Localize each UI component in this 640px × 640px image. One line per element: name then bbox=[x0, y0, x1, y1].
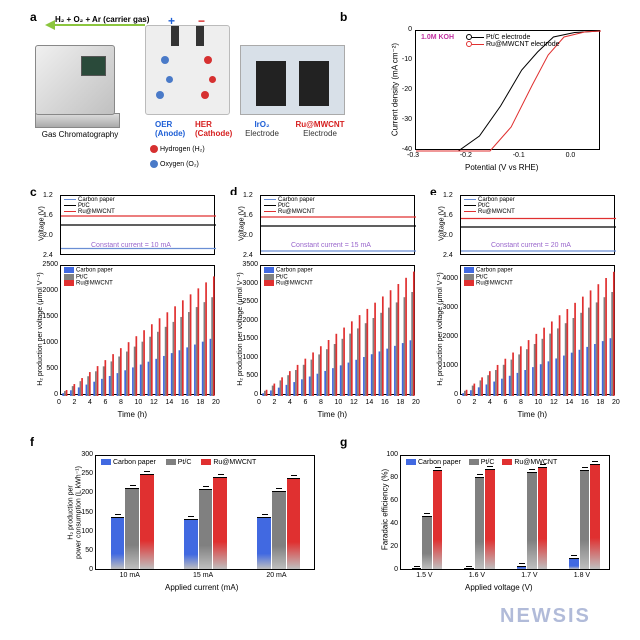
electrolysis-cell-icon: + − bbox=[145, 25, 230, 115]
gas-chromatograph-icon: Gas Chromatography bbox=[35, 45, 125, 145]
condition-label: 1.0M KOH bbox=[421, 34, 454, 41]
xlabel-f: Applied current (mA) bbox=[165, 583, 238, 592]
panel-a-schematic: H₂ + O₂ + Ar (carrier gas) Gas Chromatog… bbox=[35, 15, 335, 180]
panel-d-chart: Carbon paper Pt/C Ru@MWCNT Constant curr… bbox=[260, 195, 445, 425]
photo-inset bbox=[240, 45, 345, 115]
h2-legend: Hydrogen (H₂) bbox=[150, 145, 205, 153]
plot-b: 1.0M KOH Pt/C electrode Ru@MWCNT electro… bbox=[415, 30, 600, 150]
panel-c-chart: Carbon paper Pt/C Ru@MWCNT Constant curr… bbox=[60, 195, 245, 425]
plus-icon: + bbox=[168, 14, 175, 28]
plot-f: Carbon paper Pt/C Ru@MWCNT bbox=[95, 455, 315, 570]
ru-label: Ru@MWCNTElectrode bbox=[290, 120, 350, 138]
legend-f: Carbon paper Pt/C Ru@MWCNT bbox=[101, 459, 256, 466]
panel-g-chart: Carbon paper Pt/C Ru@MWCNT Faradaic effi… bbox=[370, 450, 620, 600]
gc-label: Gas Chromatography bbox=[35, 130, 125, 139]
panel-b-chart: 1.0M KOH Pt/C electrode Ru@MWCNT electro… bbox=[380, 20, 610, 175]
panel-label-g: g bbox=[340, 435, 347, 449]
gas-label: H₂ + O₂ + Ar (carrier gas) bbox=[55, 15, 149, 24]
xlabel-g: Applied voltage (V) bbox=[465, 583, 533, 592]
legend-g: Carbon paper Pt/C Ru@MWCNT bbox=[406, 459, 557, 466]
panel-f-chart: Carbon paper Pt/C Ru@MWCNT H₂ production… bbox=[65, 450, 325, 600]
panel-label-f: f bbox=[30, 435, 34, 449]
xlabel-b: Potential (V vs RHE) bbox=[465, 163, 538, 172]
arrow-line bbox=[55, 24, 145, 26]
o2-legend: Oxygen (O₂) bbox=[150, 160, 199, 168]
arrow-icon bbox=[45, 20, 55, 30]
watermark: NEWSIS bbox=[500, 605, 591, 628]
oer-label: OER(Anode) bbox=[155, 120, 185, 138]
panel-label-c: c bbox=[30, 185, 37, 199]
panel-e-chart: Carbon paper Pt/C Ru@MWCNT Constant curr… bbox=[460, 195, 640, 425]
legend-b: Pt/C electrode Ru@MWCNT electrode bbox=[466, 34, 560, 48]
panel-label-b: b bbox=[340, 10, 347, 24]
figure-container: a b c d e f g H₂ + O₂ + Ar (carrier gas)… bbox=[0, 0, 640, 640]
iro2-label: IrO₂Electrode bbox=[242, 120, 282, 138]
plot-g: Carbon paper Pt/C Ru@MWCNT bbox=[400, 455, 610, 570]
lsv-svg bbox=[416, 31, 601, 151]
her-label: HER(Cathode) bbox=[195, 120, 232, 138]
minus-icon: − bbox=[198, 14, 205, 28]
ylabel-g: Faradaic efficiency (%) bbox=[381, 450, 390, 570]
